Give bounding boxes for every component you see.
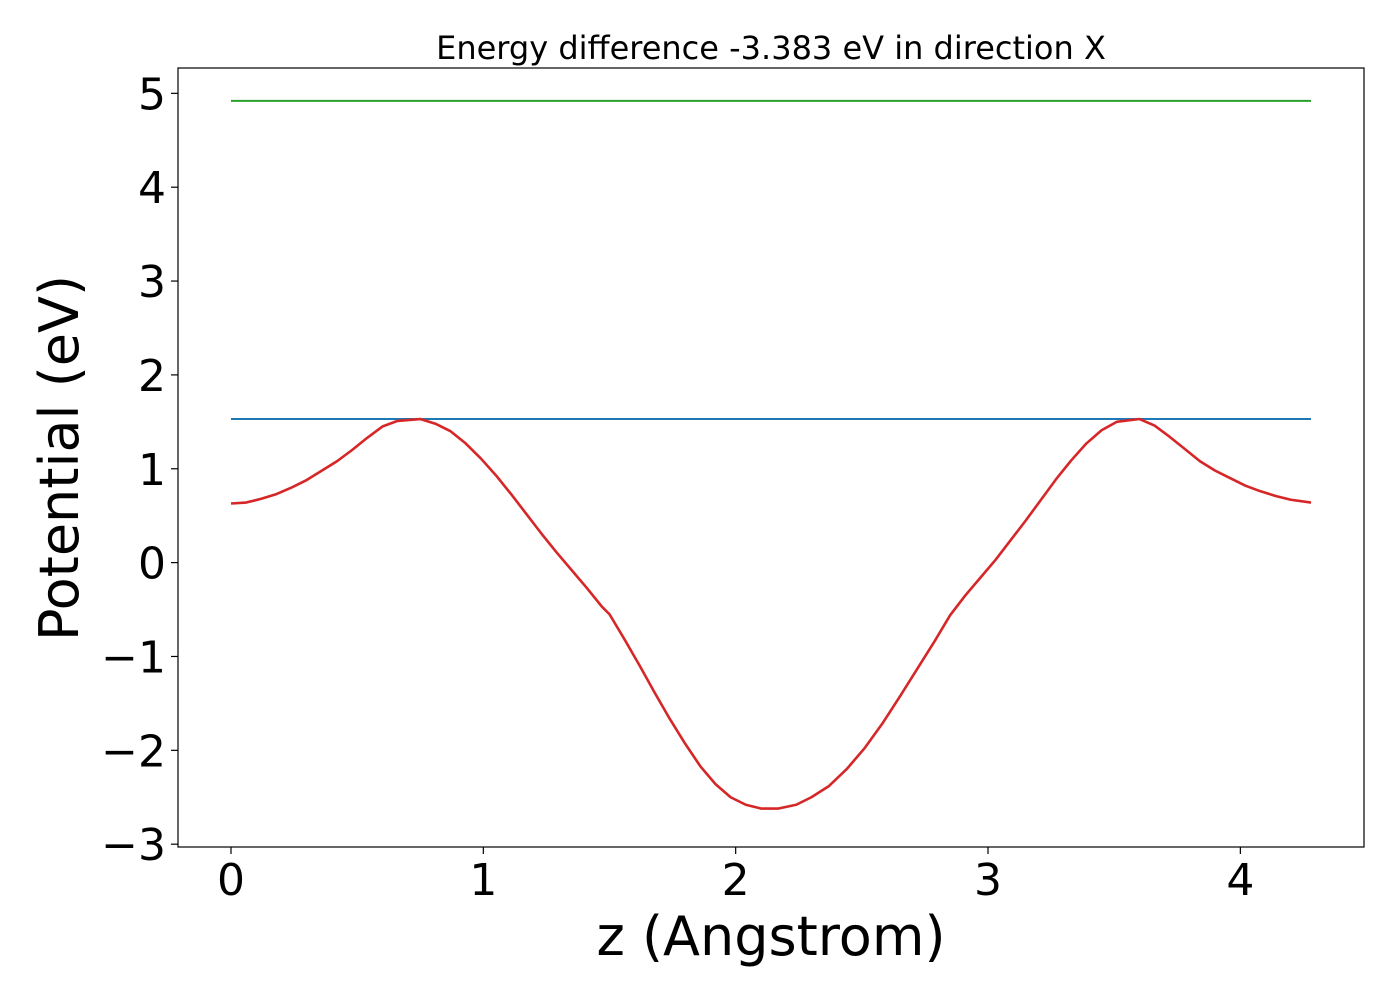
y-tick-label: 3 [138,257,166,308]
plot-lines [230,99,1312,810]
series-line-potential [230,417,1312,810]
y-tick-label: 4 [138,163,166,214]
y-tick-label: −3 [101,820,166,871]
x-axis-label: z (Angstrom) [596,905,945,968]
y-tick-label: 0 [138,539,166,590]
x-tick-label: 0 [217,855,245,906]
plot-frame [177,67,1365,848]
x-axis: 0 1 2 3 4 [217,847,1254,906]
y-tick-label: 1 [138,445,166,496]
x-tick-label: 3 [974,855,1002,906]
y-tick-label: 5 [138,69,166,120]
chart-title: Energy difference -3.383 eV in direction… [436,29,1106,67]
y-tick-label: −1 [101,632,166,683]
x-tick-label: 1 [469,855,497,906]
x-tick-label: 4 [1226,855,1254,906]
y-tick-label: 2 [138,351,166,402]
y-tick-label: −2 [101,726,166,777]
y-axis-label: Potential (eV) [28,275,91,641]
x-tick-label: 2 [722,855,750,906]
y-axis: −3 −2 −1 0 1 2 3 4 5 [101,69,178,871]
